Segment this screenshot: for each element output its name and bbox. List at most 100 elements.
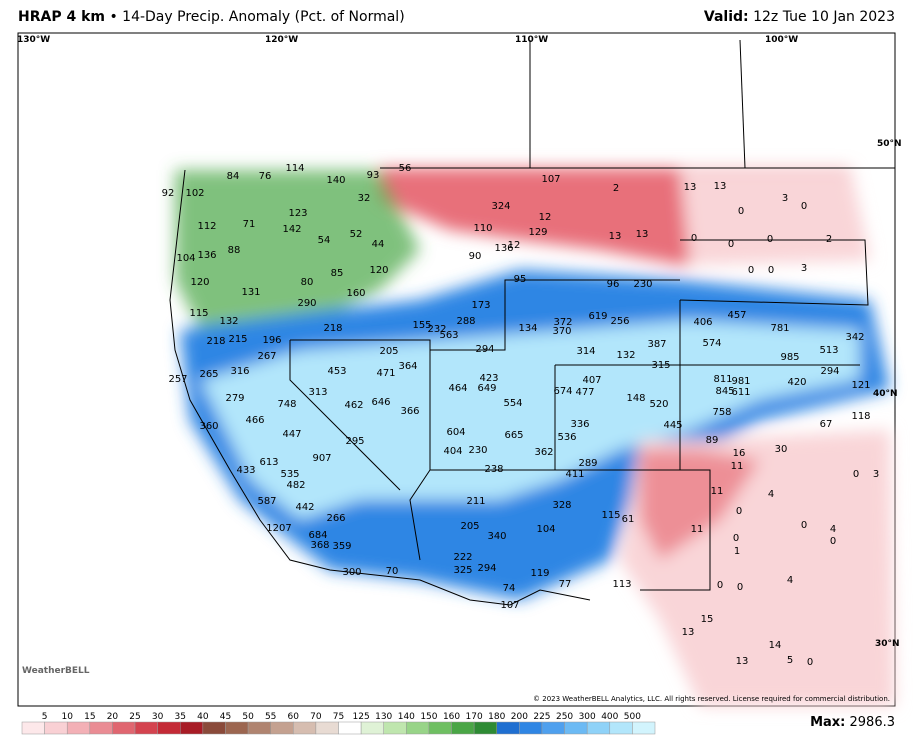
legend-swatch — [270, 721, 294, 735]
map-value: 3 — [801, 263, 807, 274]
model: HRAP 4 km — [18, 9, 105, 25]
map-value: 295 — [345, 436, 364, 447]
legend-swatch — [632, 721, 656, 735]
legend-tick-label: 200 — [511, 712, 528, 722]
map-value: 0 — [830, 536, 836, 547]
map-value: 80 — [301, 277, 314, 288]
map-value: 160 — [346, 288, 365, 299]
legend-tick-label: 250 — [556, 712, 573, 722]
map-value: 4 — [830, 524, 836, 535]
map-value: 362 — [534, 447, 553, 458]
map-value: 11 — [711, 486, 724, 497]
map-value: 238 — [484, 464, 503, 475]
map-value: 433 — [236, 465, 255, 476]
legend-swatch — [360, 721, 384, 735]
latitude-label: 30°N — [875, 639, 900, 649]
map-value: 364 — [398, 361, 417, 372]
map-value: 96 — [607, 279, 620, 290]
map-value: 113 — [612, 579, 631, 590]
legend-swatch — [428, 721, 452, 735]
map-value: 67 — [820, 419, 833, 430]
boundaries — [169, 39, 895, 606]
map-value: 211 — [466, 496, 485, 507]
map-value: 13 — [736, 656, 749, 667]
longitude-label: 120°W — [265, 35, 298, 45]
map-value: 288 — [456, 316, 475, 327]
map-value: 110 — [473, 223, 492, 234]
legend-swatch — [293, 721, 317, 735]
map-value: 536 — [557, 432, 576, 443]
map-value: 462 — [344, 400, 363, 411]
legend-tick-label: 150 — [420, 712, 437, 722]
map-value: 781 — [770, 323, 789, 334]
map-value: 30 — [775, 444, 788, 455]
map-value: 520 — [649, 399, 668, 410]
map-value: 115 — [601, 510, 620, 521]
map-value: 604 — [446, 427, 465, 438]
map-value: 294 — [477, 563, 496, 574]
map-value: 13 — [636, 229, 649, 240]
map-value: 218 — [323, 323, 342, 334]
map-value: 758 — [712, 407, 731, 418]
map-value: 54 — [318, 235, 331, 246]
legend-swatch — [609, 721, 633, 735]
map-value: 387 — [647, 339, 666, 350]
map-value: 290 — [297, 298, 316, 309]
map-value: 85 — [331, 268, 344, 279]
valid-label: Valid: — [703, 9, 749, 25]
legend-tick-label: 140 — [398, 712, 415, 722]
map-value: 471 — [376, 368, 395, 379]
map-value: 13 — [684, 182, 697, 193]
legend-swatch — [89, 721, 113, 735]
legend-swatch — [564, 721, 588, 735]
legend-swatch — [519, 721, 543, 735]
map-value: 222 — [453, 552, 472, 563]
map-value: 173 — [471, 300, 490, 311]
map-value: 93 — [367, 170, 380, 181]
map-value: 0 — [691, 233, 697, 244]
map-value: 155 — [412, 320, 431, 331]
legend-swatch — [225, 721, 249, 735]
legend-swatch — [383, 721, 407, 735]
map-value: 14 — [769, 640, 782, 651]
map-value: 52 — [350, 229, 363, 240]
map-value: 0 — [728, 239, 734, 250]
max: Max: 2986.3 — [810, 715, 895, 730]
map-value: 0 — [733, 533, 739, 544]
map-value: 256 — [610, 316, 629, 327]
map-value: 131 — [241, 287, 260, 298]
legend-tick-label: 180 — [488, 712, 505, 722]
legend-tick-label: 225 — [533, 712, 550, 722]
map-value: 1 — [734, 546, 740, 557]
map-value: 535 — [280, 469, 299, 480]
map-value: 230 — [468, 445, 487, 456]
map-value: 3 — [782, 193, 788, 204]
map-value: 0 — [717, 580, 723, 591]
legend-swatch — [134, 721, 158, 735]
map-value: 613 — [259, 457, 278, 468]
map-value: 266 — [326, 513, 345, 524]
map-value: 142 — [282, 224, 301, 235]
legend-tick-label: 55 — [265, 712, 276, 722]
legend-swatch — [315, 721, 339, 735]
map-value: 148 — [626, 393, 645, 404]
map-value: 121 — [851, 380, 870, 391]
map-value: 12 — [508, 240, 521, 251]
map-value: 119 — [530, 568, 549, 579]
header-title: HRAP 4 km • 14-Day Precip. Anomaly (Pct.… — [18, 9, 405, 25]
map-value: 279 — [225, 393, 244, 404]
map-value: 313 — [308, 387, 327, 398]
map-value: 132 — [616, 350, 635, 361]
max-value: 2986.3 — [849, 715, 896, 730]
map-value: 342 — [845, 332, 864, 343]
map-value: 328 — [552, 500, 571, 511]
map-value: 324 — [491, 201, 510, 212]
map-value: 104 — [176, 253, 195, 264]
map-value: 482 — [286, 480, 305, 491]
map-value: 4 — [768, 489, 774, 500]
map-value: 420 — [787, 377, 806, 388]
map-value: 112 — [197, 221, 216, 232]
map-value: 0 — [737, 582, 743, 593]
legend-swatch — [451, 721, 475, 735]
